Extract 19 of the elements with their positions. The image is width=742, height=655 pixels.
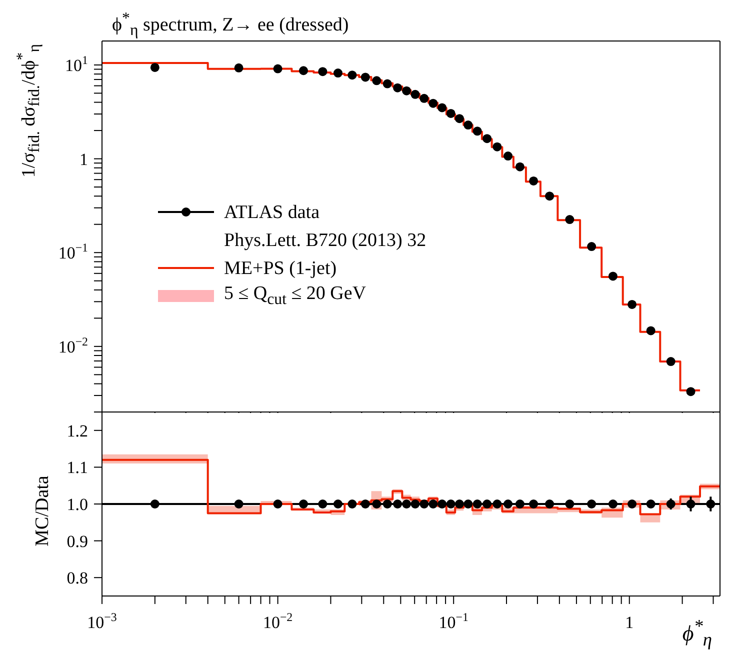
x-tick-label: 1 — [625, 613, 634, 632]
chart-title: ϕ$^{*}$$_{η}$ spectrum, Z→ ee (dressed) — [112, 10, 349, 40]
y-tick-label: 1 — [80, 150, 88, 169]
y-tick-label: 0.9 — [66, 532, 88, 551]
y-tick-label: 10$^{1}$ — [65, 52, 88, 75]
annotation: Phys.Lett. B720 (2013) 32 — [224, 228, 426, 252]
y-axis-title: MC/Data — [32, 474, 54, 548]
x-tick-label: 10$^{−1}$ — [438, 610, 468, 632]
x-tick-label: 10$^{−3}$ — [87, 610, 117, 632]
legend-label: ME+PS (1-jet) — [224, 258, 337, 278]
x-tick-label: 10$^{−2}$ — [262, 610, 293, 632]
y-tick-label: 10$^{−2}$ — [58, 334, 88, 356]
y-tick-label: 0.8 — [66, 568, 88, 588]
legend-label: 5 ≤ Q$_{cut}$ ≤ 20 GeV — [224, 283, 366, 308]
y-tick-label: 1.0 — [66, 495, 88, 514]
y-tick-label: 1.2 — [66, 421, 88, 440]
y-tick-label: 10$^{−1}$ — [58, 240, 88, 263]
y-tick-label: 1.1 — [66, 458, 88, 478]
legend-label: ATLAS data — [224, 202, 320, 222]
